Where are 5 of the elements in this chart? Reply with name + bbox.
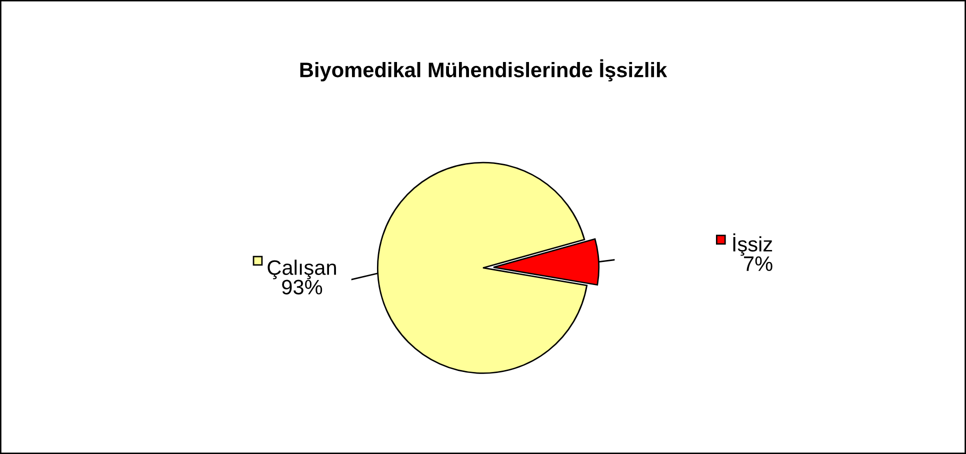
data-label: 93% bbox=[282, 280, 322, 294]
data-label: 7% bbox=[744, 256, 772, 272]
legend-label: İşsiz bbox=[733, 233, 772, 256]
legend-label: Çalışan bbox=[268, 260, 336, 280]
chart-title: Biyomedikal Mühendislerinde İşsizlik bbox=[300, 59, 668, 82]
